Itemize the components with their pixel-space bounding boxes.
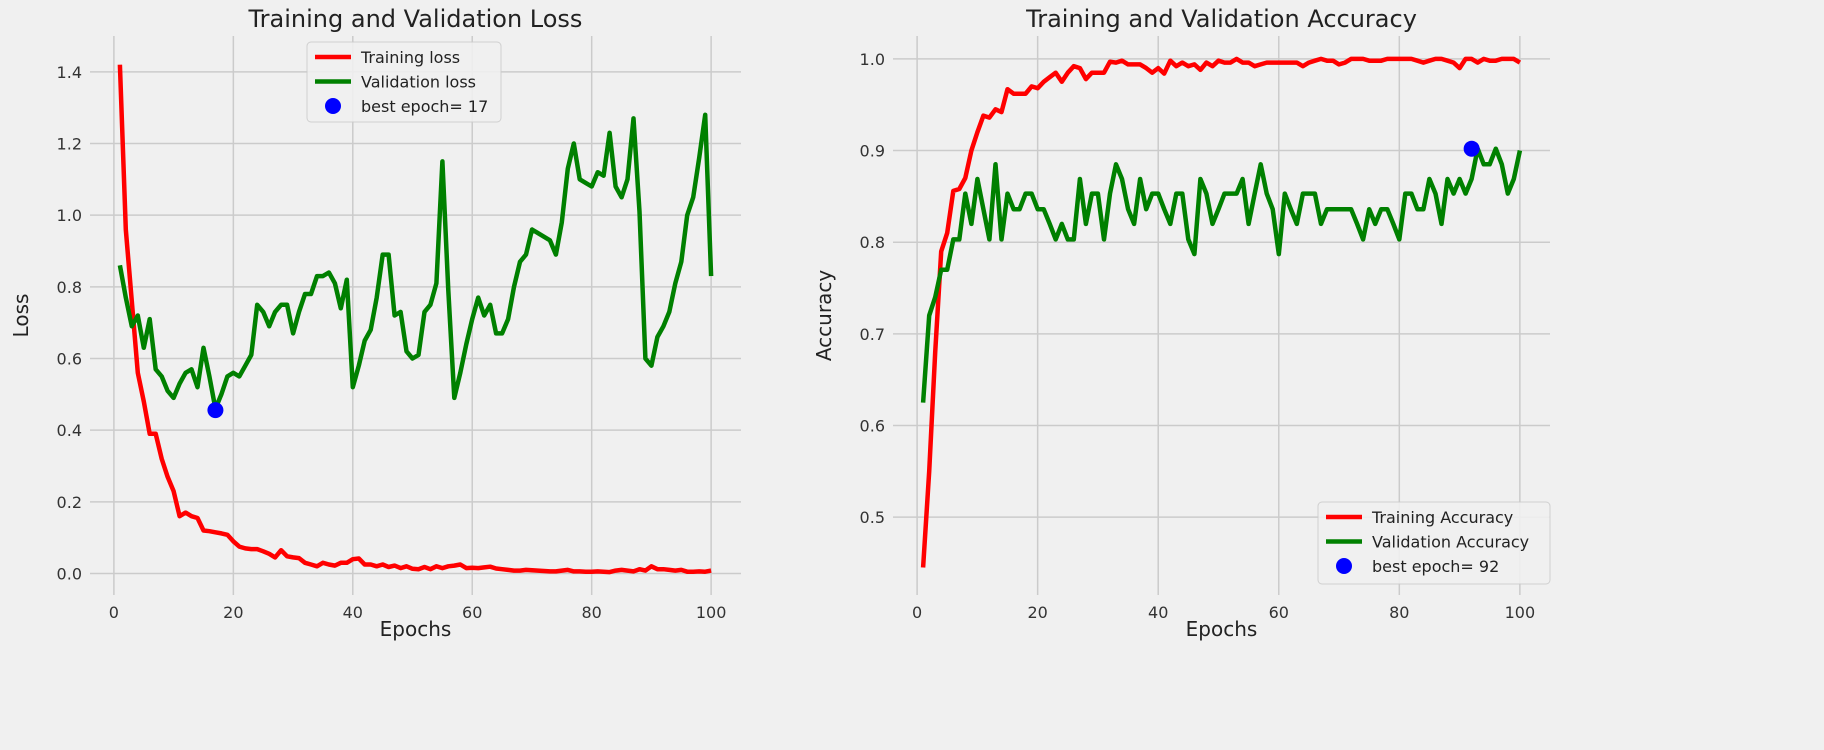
legend: Training Accuracy Validation Accuracy best… [1317, 501, 1551, 585]
y-axis-label: Accuracy [812, 270, 836, 361]
x-tick-label: 40 [343, 603, 363, 622]
legend-entry: Validation Accuracy [1372, 533, 1529, 552]
series-line-training-accuracy [920, 56, 1522, 568]
x-tick-label: 80 [582, 603, 602, 622]
legend-entry: best epoch= 17 [361, 97, 488, 116]
x-tick-label: 0 [109, 603, 119, 622]
chart-panel-accuracy: 0 20 40 60 80 100 0.5 0.6 0.7 0.8 0.9 1.0 Training a… [812, 5, 1551, 641]
y-tick-label: 1.0 [860, 50, 885, 69]
y-tick-label: 0.0 [57, 565, 82, 584]
legend-marker [1336, 558, 1352, 574]
y-tick-label: 0.9 [860, 142, 885, 161]
x-tick-label: 100 [696, 603, 727, 622]
x-tick-label: 60 [1269, 603, 1289, 622]
y-axis-label: Loss [9, 294, 33, 338]
legend-entry: Training loss [360, 48, 460, 67]
x-tick-label: 20 [1027, 603, 1047, 622]
series-line-validation-loss [117, 112, 714, 411]
y-tick-label: 0.6 [860, 416, 885, 435]
legend-entry: Training Accuracy [1371, 508, 1513, 527]
legend-box [1317, 501, 1551, 585]
y-tick-label: 0.8 [860, 233, 885, 252]
y-tick-label: 0.2 [57, 493, 82, 512]
chart-panel-loss: 0 20 40 60 80 100 0.0 0.2 0.4 0.6 0.8 1.0 1.2 1.4 Trai… [9, 5, 741, 641]
chart-title: Training and Validation Accuracy [1025, 5, 1417, 33]
x-tick-label: 60 [462, 603, 482, 622]
chart-title: Training and Validation Loss [248, 5, 583, 33]
x-tick-label: 80 [1389, 603, 1409, 622]
x-axis-label: Epochs [380, 617, 452, 641]
x-tick-label: 40 [1148, 603, 1168, 622]
y-tick-label: 1.2 [57, 135, 82, 154]
y-tick-label: 0.8 [57, 278, 82, 297]
legend-box [306, 41, 502, 123]
y-tick-label: 0.6 [57, 350, 82, 369]
x-tick-label: 100 [1505, 603, 1536, 622]
y-tick-label: 1.4 [57, 63, 82, 82]
x-tick-label: 20 [223, 603, 243, 622]
legend-marker [325, 98, 341, 114]
series-line-training-loss [117, 64, 712, 575]
best-epoch-point [207, 402, 224, 419]
series-line-validation-accuracy [920, 146, 1523, 403]
legend-entry: Validation loss [361, 73, 476, 92]
y-tick-label: 0.4 [57, 421, 82, 440]
x-tick-label: 0 [912, 603, 922, 622]
y-tick-label: 1.0 [57, 206, 82, 225]
legend: Training loss Validation loss best epoch= … [306, 41, 502, 123]
best-epoch-point [1463, 140, 1480, 157]
y-tick-label: 0.7 [860, 325, 885, 344]
x-axis-label: Epochs [1186, 617, 1258, 641]
y-tick-label: 0.5 [860, 508, 885, 527]
legend-entry: best epoch= 92 [1372, 557, 1499, 576]
